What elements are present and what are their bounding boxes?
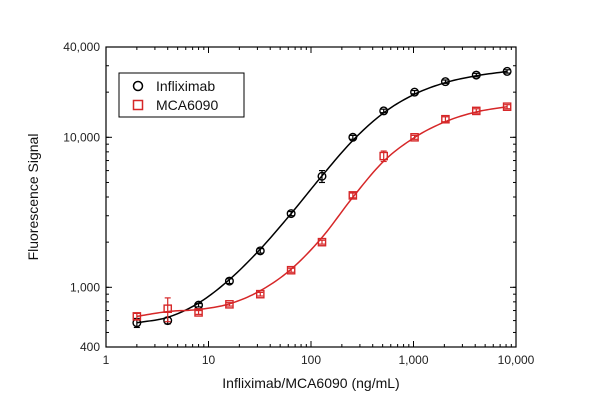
legend-marker-infliximab (132, 80, 144, 92)
legend: Infliximab MCA6090 (118, 72, 245, 118)
legend-label-mca6090: MCA6090 (156, 97, 218, 113)
data-point-mca6090 (286, 265, 296, 275)
x-tick-label: 10,000 (498, 353, 535, 367)
x-axis-label: Infliximab/MCA6090 (ng/mL) (222, 375, 399, 391)
data-point-infliximab (502, 66, 512, 76)
y-tick-label: 400 (80, 340, 100, 354)
x-tick-label: 10 (202, 353, 216, 367)
data-point-mca6090 (410, 133, 419, 142)
y-tick-label: 40,000 (63, 40, 100, 54)
data-point-mca6090 (348, 191, 358, 200)
data-point-infliximab (348, 132, 358, 142)
x-tick-label: 1 (103, 353, 110, 367)
y-tick-label: 1,000 (70, 280, 100, 294)
data-point-infliximab (317, 171, 327, 181)
data-point-infliximab (471, 70, 481, 80)
data-point-mca6090 (441, 114, 450, 124)
data-points (132, 66, 512, 329)
data-point-mca6090 (225, 300, 234, 309)
data-point-mca6090 (317, 237, 327, 247)
data-point-infliximab (440, 77, 450, 87)
data-point-mca6090 (194, 308, 203, 317)
legend-label-infliximab: Infliximab (156, 78, 215, 94)
data-point-mca6090 (163, 304, 173, 314)
data-point-infliximab (224, 276, 234, 286)
data-point-infliximab (379, 106, 389, 116)
x-tick-label: 1,000 (398, 353, 428, 367)
data-point-infliximab (255, 246, 265, 256)
data-point-infliximab (410, 87, 420, 97)
data-point-mca6090 (132, 312, 142, 321)
tick-group: 1 10 100 1,000 10,000 400 1,000 10,000 40,000 (63, 40, 534, 367)
data-point-mca6090 (502, 102, 512, 111)
data-point-mca6090 (379, 151, 389, 161)
data-point-mca6090 (255, 289, 265, 299)
y-axis-label: Fluorescence Signal (25, 134, 41, 261)
y-tick-label: 10,000 (63, 130, 100, 144)
fit-curve-mca6090 (136, 105, 508, 318)
data-point-infliximab (286, 209, 296, 219)
x-tick-label: 100 (301, 353, 321, 367)
data-point-mca6090 (471, 106, 481, 116)
legend-marker-mca6090 (132, 99, 144, 111)
